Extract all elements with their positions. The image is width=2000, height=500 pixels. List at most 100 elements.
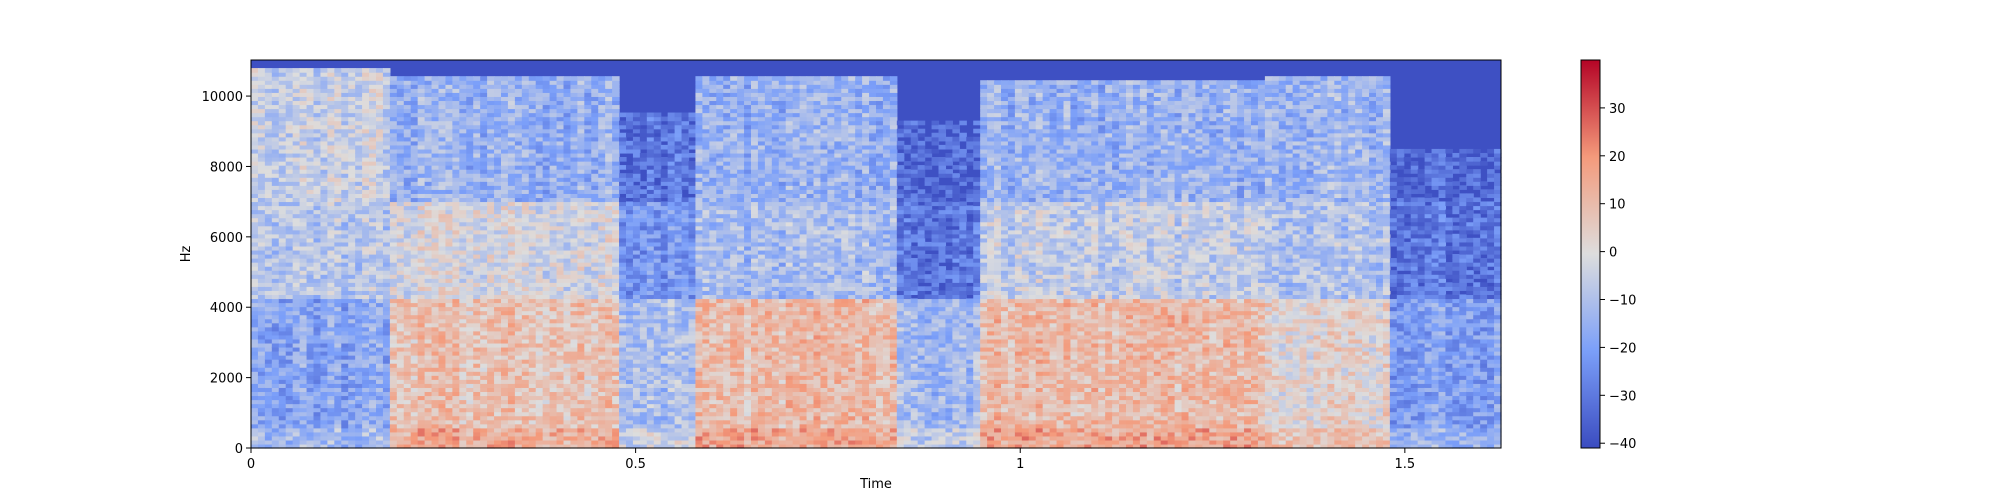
spectrogram-cell: [612, 249, 620, 255]
spectrogram-cell: [598, 108, 606, 114]
spectrogram-cell: [382, 379, 391, 384]
spectrogram-cell: [403, 270, 412, 275]
spectrogram-cell: [556, 84, 565, 89]
spectrogram-cell: [459, 443, 467, 449]
spectrogram-cell: [619, 120, 627, 126]
spectrogram-cell: [278, 233, 287, 239]
spectrogram-cell: [313, 298, 322, 304]
spectrogram-cell: [271, 108, 280, 114]
spectrogram-cell: [466, 310, 474, 316]
spectrogram-cell: [577, 124, 585, 130]
spectrogram-cell: [591, 88, 599, 93]
spectrogram-cell: [535, 342, 544, 348]
spectrogram-cell: [584, 157, 592, 162]
spectrogram-cell: [396, 100, 405, 106]
spectrogram-cell: [410, 80, 419, 85]
spectrogram-cell: [264, 189, 273, 194]
spectrogram-cell: [598, 173, 606, 178]
spectrogram-cell: [605, 278, 613, 283]
spectrogram-cell: [257, 201, 266, 207]
spectrogram-cell: [396, 181, 405, 186]
spectrogram-cell: [577, 148, 585, 154]
spectrogram-cell: [327, 342, 335, 348]
spectrogram-cell: [605, 112, 613, 118]
spectrogram-cell: [348, 294, 356, 300]
spectrogram-cell: [556, 294, 565, 300]
spectrogram-cell: [382, 128, 391, 134]
spectrogram-cell: [334, 140, 342, 146]
spectrogram-cell: [264, 132, 273, 138]
spectrogram-cell: [612, 148, 620, 154]
spectrogram-cell: [598, 298, 606, 304]
spectrogram-cell: [348, 302, 356, 308]
spectrogram-cell: [389, 144, 398, 150]
spectrogram-cell: [577, 116, 585, 122]
spectrogram-cell: [473, 286, 481, 291]
spectrogram-cell: [403, 209, 412, 215]
spectrogram-cell: [313, 262, 322, 267]
spectrogram-cell: [452, 439, 460, 445]
spectrogram-cell: [528, 197, 537, 203]
spectrogram-cell: [389, 439, 398, 445]
spectrogram-cell: [341, 346, 349, 352]
spectrogram-cell: [598, 419, 606, 425]
spectrogram-cell: [257, 326, 266, 332]
spectrogram-cell: [605, 237, 613, 243]
spectrogram-cell: [355, 346, 363, 352]
spectrogram-cell: [334, 262, 342, 267]
spectrogram-cell: [591, 310, 599, 316]
spectrogram-cell: [403, 241, 412, 247]
spectrogram-cell: [341, 266, 349, 271]
spectrogram-cell: [285, 249, 294, 255]
spectrogram-cell: [514, 124, 523, 130]
spectrogram-cell: [431, 132, 440, 138]
spectrogram-cell: [257, 165, 266, 170]
spectrogram-cell: [334, 314, 342, 320]
spectrogram-cell: [507, 367, 516, 372]
spectrogram-cell: [549, 302, 558, 308]
spectrogram-cell: [459, 274, 467, 279]
spectrogram-cell: [591, 403, 599, 409]
spectrogram-cell: [480, 221, 488, 227]
spectrogram-cell: [514, 100, 523, 106]
spectrogram-cell: [577, 274, 585, 279]
spectrogram-cell: [487, 173, 495, 178]
spectrogram-cell: [487, 100, 495, 106]
spectrogram-cell: [251, 346, 259, 352]
spectrogram-cell: [362, 100, 370, 106]
spectrogram-cell: [382, 274, 391, 279]
spectrogram-cell: [570, 241, 578, 247]
spectrogram-cell: [327, 144, 335, 150]
spectrogram-cell: [271, 355, 280, 360]
spectrogram-cell: [612, 403, 620, 409]
spectrogram-cell: [556, 423, 565, 429]
spectrogram-cell: [556, 209, 565, 215]
spectrogram-cell: [389, 346, 398, 352]
spectrogram-cell: [598, 140, 606, 146]
spectrogram-cell: [313, 419, 322, 425]
spectrogram-cell: [369, 193, 377, 199]
spectrogram-cell: [466, 431, 474, 437]
spectrogram-cell: [362, 262, 370, 267]
spectrogram-cell: [549, 322, 558, 328]
spectrogram-cell: [389, 249, 398, 255]
spectrogram-cell: [320, 108, 328, 114]
spectrogram-cell: [577, 100, 585, 106]
spectrogram-cell: [313, 435, 322, 441]
spectrogram-cell: [313, 233, 322, 239]
spectrogram-cell: [376, 423, 384, 429]
spectrogram-cell: [584, 185, 592, 190]
spectrogram-cell: [466, 173, 474, 178]
spectrogram-cell: [452, 431, 460, 437]
spectrogram-cell: [334, 298, 342, 304]
spectrogram-cell: [369, 294, 377, 300]
spectrogram-cell: [619, 338, 627, 344]
spectrogram-cell: [320, 359, 328, 364]
spectrogram-cell: [396, 221, 405, 227]
spectrogram-cell: [487, 383, 495, 388]
spectrogram-cell: [348, 76, 356, 81]
spectrogram-cell: [494, 148, 502, 154]
spectrogram-cell: [535, 128, 544, 134]
spectrogram-cell: [459, 427, 467, 433]
spectrogram-cell: [480, 205, 488, 211]
